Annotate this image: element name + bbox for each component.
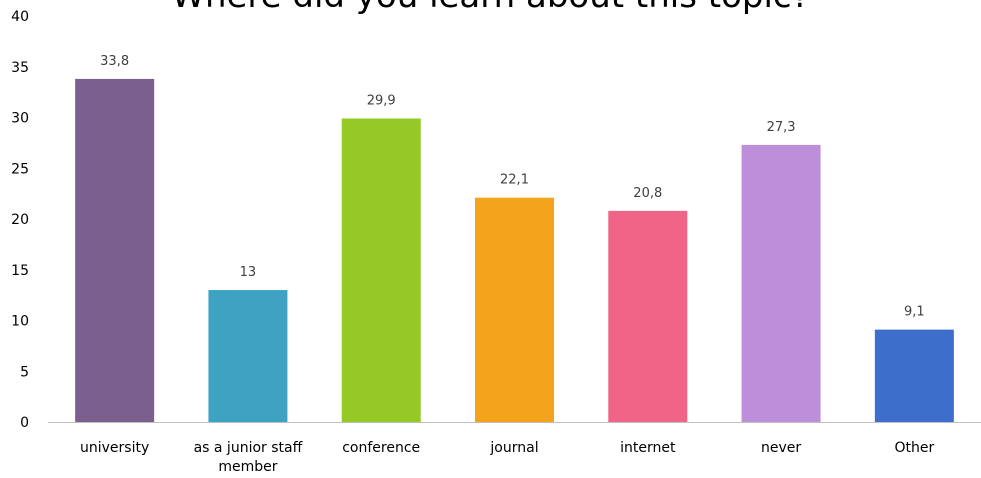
y-tick-label: 15 xyxy=(11,263,29,279)
y-tick-label: 25 xyxy=(11,161,29,177)
bar-journal xyxy=(475,197,554,422)
y-tick-label: 0 xyxy=(20,415,29,431)
y-tick-label: 35 xyxy=(11,60,29,76)
data-label: 22,1 xyxy=(500,173,529,188)
y-tick-label: 10 xyxy=(11,314,29,330)
chart-title: Where did you learn about this topic? xyxy=(0,0,981,16)
y-tick-label: 30 xyxy=(11,111,29,127)
bar-conference xyxy=(341,118,421,422)
bar-other xyxy=(874,329,954,422)
bar-never xyxy=(741,144,821,422)
y-tick-label: 20 xyxy=(11,212,29,228)
x-category-label: journal xyxy=(489,440,538,456)
x-category-label: university xyxy=(80,440,149,456)
bar-university xyxy=(75,78,155,423)
x-category-label: never xyxy=(761,440,801,456)
y-tick-label: 40 xyxy=(11,9,29,25)
data-label: 33,8 xyxy=(100,54,129,69)
bar-as-a-junior-staff-member xyxy=(208,290,288,422)
bar-internet xyxy=(608,210,688,422)
x-category-label: as a junior staff member xyxy=(194,440,303,475)
data-label: 20,8 xyxy=(633,186,662,201)
x-category-label: conference xyxy=(342,440,420,456)
data-label: 29,9 xyxy=(367,94,396,109)
data-label: 13 xyxy=(240,265,257,280)
y-tick-label: 5 xyxy=(20,364,29,380)
x-category-label: internet xyxy=(620,440,676,456)
data-label: 27,3 xyxy=(767,120,796,135)
data-label: 9,1 xyxy=(904,305,925,320)
x-category-label: Other xyxy=(894,440,934,456)
